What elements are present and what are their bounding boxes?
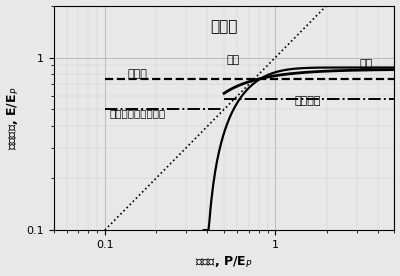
Y-axis label: 蒸発散量, E/E$_P$: 蒸発散量, E/E$_P$ xyxy=(6,86,21,150)
Text: オアシス，ツンドラ: オアシス，ツンドラ xyxy=(110,108,166,118)
Text: 浅い湖: 浅い湖 xyxy=(127,69,147,79)
X-axis label: 降水量, P/E$_P$: 降水量, P/E$_P$ xyxy=(195,255,253,270)
Text: 森林: 森林 xyxy=(359,60,372,70)
Text: 暖候期: 暖候期 xyxy=(210,19,238,34)
Text: 水田: 水田 xyxy=(227,55,240,65)
Text: 草地，畑: 草地，畑 xyxy=(295,96,321,106)
